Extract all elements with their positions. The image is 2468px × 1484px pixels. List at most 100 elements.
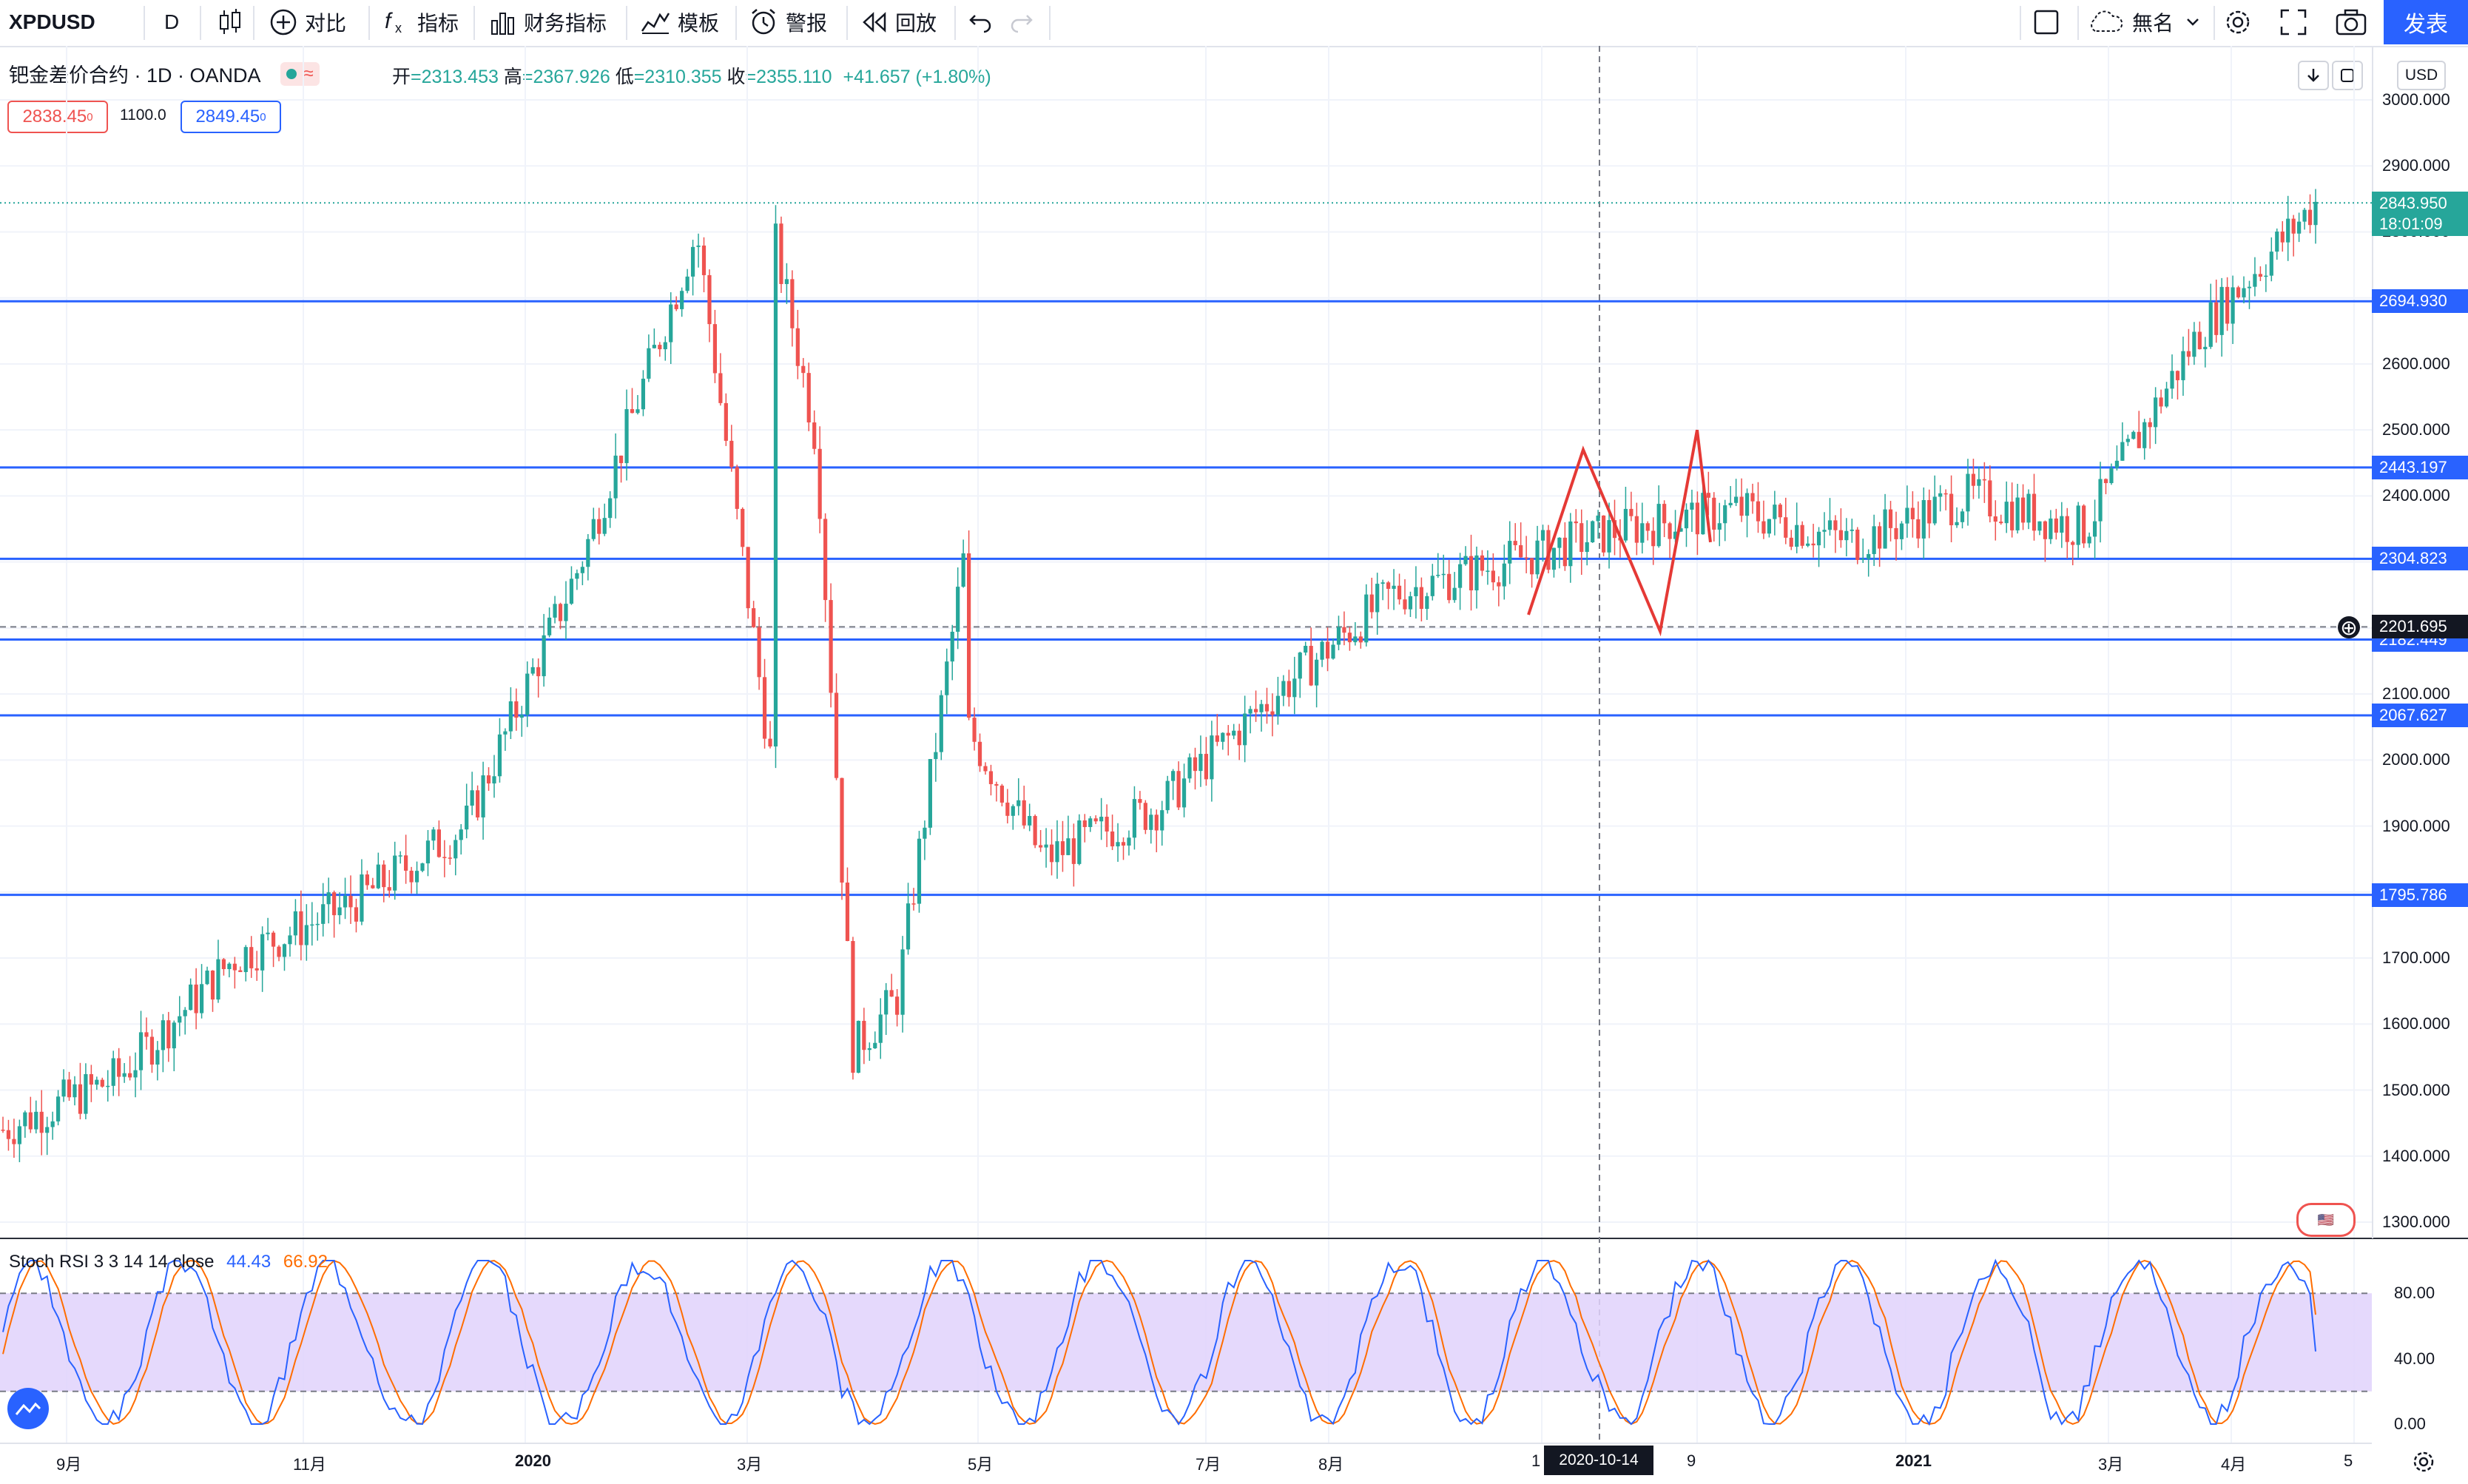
chart-grid: [0, 46, 2468, 1443]
candle-body: [1712, 497, 1716, 530]
interval-label: D: [164, 10, 180, 33]
candle-body: [2037, 521, 2042, 531]
candle-body: [1977, 479, 1981, 486]
candle-body: [1226, 732, 1230, 736]
interval-button[interactable]: D: [164, 0, 179, 44]
candle-body: [1304, 646, 1308, 653]
candle-body: [45, 1127, 50, 1133]
candle-body: [2264, 275, 2268, 277]
candle-body: [1921, 500, 1926, 539]
restore-pane-button[interactable]: [2332, 61, 2363, 90]
candle-body: [2032, 493, 2037, 531]
alerts-button[interactable]: 警报: [749, 0, 827, 44]
axis-settings-button[interactable]: [2409, 1447, 2438, 1477]
candle-body: [1331, 644, 1335, 659]
financials-button[interactable]: 财务指标: [490, 0, 607, 44]
candle-body: [404, 855, 408, 871]
candle-body: [1684, 509, 1689, 529]
time-axis[interactable]: [0, 1443, 2372, 1484]
candle-body: [1932, 496, 1937, 524]
layout-name: 無名: [2132, 12, 2174, 35]
replay-button[interactable]: 回放: [861, 0, 937, 44]
instrument-title[interactable]: 钯金差价合约 · 1D · OANDA: [9, 64, 261, 87]
price-tick-label: 1900.000: [2382, 816, 2450, 835]
candles-icon: [220, 9, 240, 34]
undo-button[interactable]: [968, 0, 993, 44]
candle-body: [1993, 516, 1997, 522]
candle-body: [1187, 757, 1192, 779]
candle-body: [1761, 521, 1766, 534]
candle-body: [1673, 531, 1678, 539]
candle-body: [1022, 800, 1026, 826]
add-alert-plus-icon[interactable]: ⊕: [2338, 616, 2360, 639]
fullscreen-button[interactable]: [2279, 0, 2308, 44]
snapshot-button[interactable]: [2335, 0, 2367, 44]
horizontal-levels[interactable]: [0, 300, 2372, 897]
compare-button[interactable]: 对比: [269, 0, 346, 44]
toolbar-divider: [735, 6, 737, 40]
settings-button[interactable]: [2222, 0, 2253, 44]
templates-button[interactable]: 模板: [641, 0, 719, 44]
gear-icon: [2226, 10, 2250, 34]
redo-button[interactable]: [1009, 0, 1034, 44]
time-tick-label: 11月: [293, 1455, 326, 1474]
candle-body: [1623, 508, 1628, 541]
candle-body: [547, 617, 552, 635]
buy-price-pip: 0: [260, 110, 266, 124]
chart-type-button[interactable]: [218, 0, 243, 44]
currency-button[interactable]: USD: [2397, 61, 2446, 90]
candle-body: [856, 1020, 860, 1073]
candle-body: [1822, 530, 1827, 532]
candle-body: [1784, 517, 1788, 538]
sell-button[interactable]: 2838.45 0: [7, 101, 108, 133]
candle-body: [1943, 493, 1948, 495]
candle-body: [1806, 543, 1810, 546]
candle-body: [1723, 505, 1727, 524]
candle-body: [1706, 493, 1710, 498]
scroll-to-latest-button[interactable]: [2298, 61, 2329, 90]
candle-body: [961, 553, 965, 587]
stoch-tick-label: 80.00: [2394, 1284, 2435, 1303]
save-layout-button[interactable]: 無名: [2086, 0, 2200, 44]
buy-button[interactable]: 2849.45 0: [181, 101, 281, 133]
candle-body: [950, 631, 954, 662]
candle-body: [1082, 820, 1087, 827]
wave-icon: ≈: [303, 63, 314, 84]
trend-drawing[interactable]: [1527, 429, 1712, 637]
candle-body: [282, 944, 287, 957]
candle-body: [354, 907, 359, 922]
candle-body: [1110, 831, 1115, 847]
sell-price: 2838.45: [22, 107, 87, 127]
candle-body: [1425, 596, 1429, 610]
symbol-search[interactable]: XPDUSD: [9, 0, 95, 44]
candle-body: [2231, 287, 2235, 324]
candle-body: [1574, 521, 1578, 524]
candle-body: [790, 279, 795, 328]
candle-body: [178, 1016, 182, 1023]
candle-body: [1629, 508, 1633, 516]
candle-body: [1364, 594, 1369, 643]
candle-body: [2253, 274, 2257, 287]
candle-body: [23, 1112, 27, 1127]
tradingview-logo[interactable]: [7, 1388, 49, 1429]
market-status-badge[interactable]: ≈: [280, 61, 320, 86]
stoch-rsi-legend[interactable]: Stoch RSI 3 3 14 14 close 44.43 66.92: [9, 1252, 328, 1272]
candle-body: [1016, 800, 1021, 806]
candle-body: [1591, 521, 1595, 542]
crosshair-date: 2020-10-14: [1559, 1451, 1639, 1468]
candle-body: [337, 907, 342, 916]
publish-button[interactable]: 发表: [2384, 0, 2468, 44]
candle-body: [1668, 523, 1672, 539]
arrow-down-icon: [2307, 69, 2319, 82]
layout-select-button[interactable]: [2033, 0, 2060, 44]
candle-body: [1419, 587, 1423, 610]
candle-body: [900, 949, 905, 1015]
svg-text:x: x: [395, 21, 402, 36]
candle-body: [1149, 814, 1153, 830]
currency-label: USD: [2404, 67, 2438, 84]
economic-events-icon[interactable]: 🇺🇸: [2296, 1203, 2356, 1237]
candle-body: [117, 1058, 121, 1077]
candle-body: [580, 567, 584, 573]
